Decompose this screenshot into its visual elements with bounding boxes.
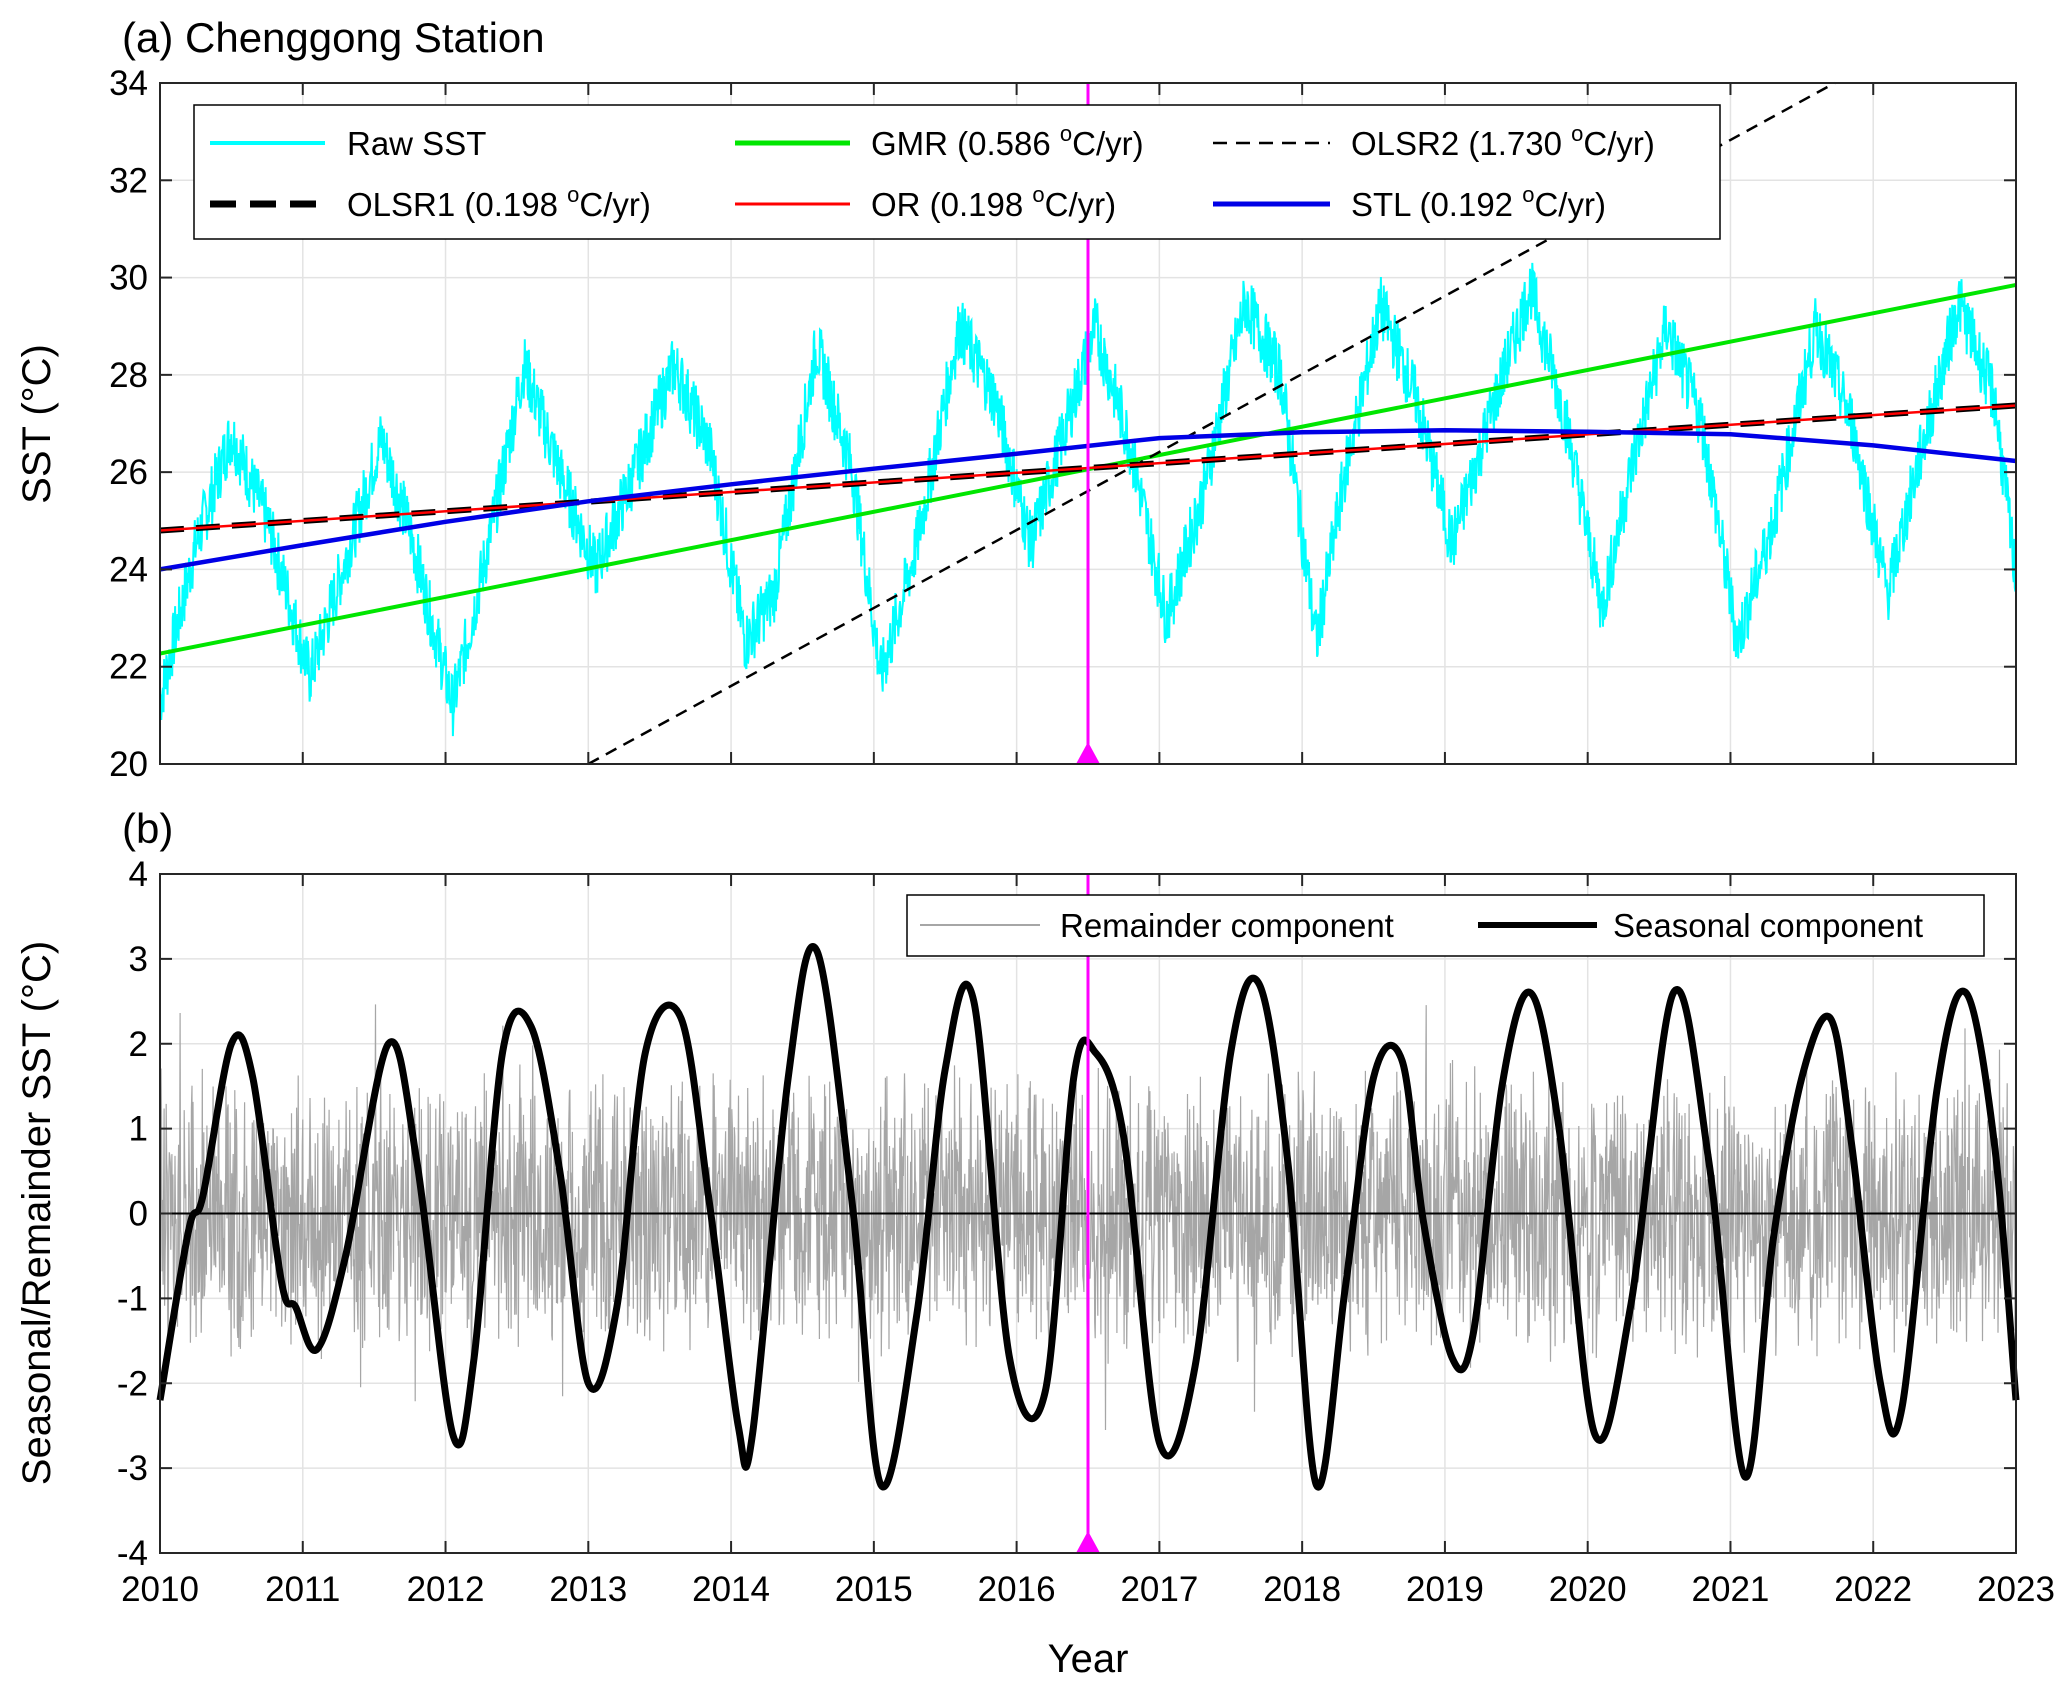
legend-label-gmr: GMR (0.586 oC/yr): [871, 121, 1144, 162]
y-tick-label: 3: [129, 940, 148, 979]
panel-a-ticks: 20 22 24 26 28 30 32 34: [109, 64, 2017, 784]
y-tick-label: -1: [117, 1279, 148, 1318]
y-tick-label: -2: [117, 1364, 148, 1403]
y-tick-label: 2: [129, 1025, 148, 1064]
marker-triangle-a: [1076, 742, 1100, 764]
series-seasonal: [156, 943, 2020, 1491]
y-tick-label: 26: [109, 453, 148, 492]
y-tick-label: 28: [109, 356, 148, 395]
x-axis-label: Year: [1048, 1637, 1129, 1681]
x-tick-label: 2017: [1120, 1570, 1198, 1609]
legend-label-olsr1: OLSR1 (0.198 oC/yr): [347, 182, 651, 223]
panel-a-ylabel: SST (°C): [15, 344, 59, 504]
x-tick-label: 2018: [1263, 1570, 1341, 1609]
x-tick-label: 2015: [835, 1570, 913, 1609]
y-tick-label: 24: [109, 550, 148, 589]
x-tick-label: 2022: [1834, 1570, 1912, 1609]
y-tick-label: -3: [117, 1449, 148, 1488]
panel-b-series: [156, 874, 2020, 1553]
y-tick-label: 32: [109, 161, 148, 200]
panel-b-ylabel: Seasonal/Remainder SST (°C): [15, 941, 59, 1485]
panel-a-legend: Raw SST GMR (0.586 oC/yr) OLSR2 (1.730 o…: [193, 104, 1721, 240]
legend-label-or: OR (0.198 oC/yr): [871, 182, 1116, 223]
y-tick-label: 1: [129, 1110, 148, 1149]
marker-triangle-b: [1076, 1531, 1100, 1553]
x-tick-label: 2011: [265, 1570, 340, 1609]
panel-a: 20 22 24 26 28 30 32 34 (a) Chenggong Station S…: [15, 14, 2017, 784]
panel-b-legend-box: [906, 894, 1985, 957]
panel-a-legend-box: [193, 104, 1721, 240]
x-tick-label: 2023: [1977, 1570, 2055, 1609]
x-tick-label: 2021: [1692, 1570, 1770, 1609]
y-tick-label: 4: [129, 855, 148, 894]
legend-label-olsr2: OLSR2 (1.730 oC/yr): [1351, 121, 1655, 162]
x-tick-label: 2014: [692, 1570, 770, 1609]
x-tick-label: 2010: [121, 1570, 199, 1609]
legend-label-raw-sst: Raw SST: [347, 125, 486, 162]
y-tick-label: 22: [109, 648, 148, 687]
y-tick-label: 20: [109, 745, 148, 784]
panel-a-axes-box: [159, 82, 2017, 765]
y-tick-label: 34: [109, 64, 148, 103]
panel-a-title: (a) Chenggong Station: [122, 14, 545, 61]
legend-label-stl: STL (0.192 oC/yr): [1351, 182, 1606, 223]
panel-b: 2010 2011 2012 2013 2014 2015 2016 2017 2018 2019…: [15, 805, 2055, 1681]
panel-b-legend: Remainder component Seasonal component: [906, 894, 1985, 957]
y-tick-label: 0: [129, 1195, 148, 1234]
legend-label-remainder: Remainder component: [1060, 907, 1394, 944]
x-tick-label: 2012: [407, 1570, 485, 1609]
panel-b-ticks: 2010 2011 2012 2013 2014 2015 2016 2017 2018 2019…: [117, 855, 2055, 1609]
x-tick-label: 2020: [1549, 1570, 1627, 1609]
y-tick-label: -4: [117, 1534, 148, 1573]
panel-b-title: (b): [122, 805, 173, 852]
legend-label-seasonal: Seasonal component: [1613, 907, 1923, 944]
x-tick-label: 2016: [978, 1570, 1056, 1609]
y-tick-label: 30: [109, 259, 148, 298]
x-tick-label: 2019: [1406, 1570, 1484, 1609]
x-tick-label: 2013: [549, 1570, 627, 1609]
